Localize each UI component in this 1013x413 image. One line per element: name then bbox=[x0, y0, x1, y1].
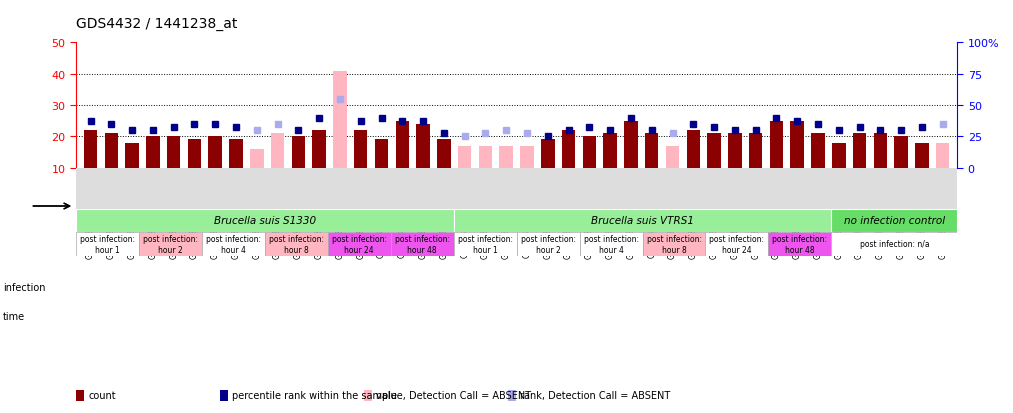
Bar bbox=[187, 140, 202, 168]
Bar bbox=[454, 209, 832, 233]
Bar bbox=[395, 121, 409, 168]
Text: rank, Detection Call = ABSENT: rank, Detection Call = ABSENT bbox=[520, 390, 670, 401]
Bar bbox=[499, 146, 513, 168]
Bar bbox=[270, 134, 285, 168]
Bar bbox=[811, 134, 825, 168]
Text: post infection:
hour 1: post infection: hour 1 bbox=[80, 235, 135, 254]
Bar bbox=[666, 146, 680, 168]
Text: time: time bbox=[3, 311, 25, 321]
Bar bbox=[853, 134, 866, 168]
Bar bbox=[582, 137, 596, 168]
Bar bbox=[832, 209, 957, 233]
Bar bbox=[604, 134, 617, 168]
Bar bbox=[76, 233, 139, 256]
Text: post infection:
hour 2: post infection: hour 2 bbox=[143, 235, 198, 254]
Text: post infection:
hour 2: post infection: hour 2 bbox=[521, 235, 575, 254]
Text: Brucella suis S1330: Brucella suis S1330 bbox=[214, 216, 316, 226]
Bar bbox=[769, 233, 832, 256]
Bar bbox=[229, 140, 243, 168]
Bar bbox=[790, 121, 804, 168]
Bar bbox=[312, 131, 326, 168]
Bar bbox=[104, 134, 119, 168]
Bar bbox=[705, 233, 769, 256]
Bar bbox=[416, 125, 430, 168]
Bar bbox=[832, 143, 846, 168]
Bar bbox=[438, 140, 451, 168]
Bar bbox=[562, 131, 575, 168]
Text: value, Detection Call = ABSENT: value, Detection Call = ABSENT bbox=[376, 390, 531, 401]
Text: Brucella suis VTRS1: Brucella suis VTRS1 bbox=[591, 216, 694, 226]
Bar bbox=[541, 140, 554, 168]
Bar bbox=[936, 143, 949, 168]
Bar bbox=[333, 71, 346, 168]
Bar bbox=[521, 146, 534, 168]
Text: GDS4432 / 1441238_at: GDS4432 / 1441238_at bbox=[76, 17, 237, 31]
Bar bbox=[202, 233, 264, 256]
Text: count: count bbox=[88, 390, 115, 401]
Text: post infection:
hour 48: post infection: hour 48 bbox=[772, 235, 828, 254]
Bar bbox=[645, 134, 658, 168]
Bar bbox=[167, 137, 180, 168]
Bar bbox=[375, 140, 388, 168]
Bar bbox=[749, 134, 763, 168]
Bar bbox=[770, 121, 783, 168]
Text: infection: infection bbox=[3, 282, 46, 292]
Bar bbox=[328, 233, 391, 256]
Text: no infection control: no infection control bbox=[844, 216, 945, 226]
Text: post infection:
hour 1: post infection: hour 1 bbox=[458, 235, 513, 254]
Bar bbox=[264, 233, 328, 256]
Text: post infection:
hour 8: post infection: hour 8 bbox=[268, 235, 324, 254]
Bar bbox=[728, 134, 742, 168]
Bar bbox=[458, 146, 471, 168]
Bar bbox=[126, 143, 139, 168]
Text: post infection:
hour 4: post infection: hour 4 bbox=[583, 235, 638, 254]
Text: post infection:
hour 8: post infection: hour 8 bbox=[646, 235, 702, 254]
Bar bbox=[84, 131, 97, 168]
Text: post infection:
hour 48: post infection: hour 48 bbox=[395, 235, 450, 254]
Bar bbox=[707, 134, 721, 168]
Text: post infection:
hour 4: post infection: hour 4 bbox=[206, 235, 261, 254]
Text: post infection:
hour 24: post infection: hour 24 bbox=[331, 235, 387, 254]
Bar bbox=[687, 131, 700, 168]
Bar bbox=[146, 137, 160, 168]
Bar bbox=[873, 134, 887, 168]
Bar bbox=[292, 137, 305, 168]
Bar bbox=[642, 233, 705, 256]
Bar bbox=[354, 131, 368, 168]
Text: post infection: n/a: post infection: n/a bbox=[859, 240, 929, 249]
Text: post infection:
hour 24: post infection: hour 24 bbox=[709, 235, 765, 254]
Bar bbox=[76, 209, 454, 233]
Bar bbox=[250, 150, 263, 168]
Bar bbox=[624, 121, 638, 168]
Bar bbox=[479, 146, 492, 168]
Bar bbox=[915, 143, 929, 168]
Bar bbox=[894, 137, 908, 168]
Bar bbox=[579, 233, 642, 256]
Bar bbox=[517, 233, 579, 256]
Text: percentile rank within the sample: percentile rank within the sample bbox=[232, 390, 397, 401]
Bar bbox=[832, 233, 957, 256]
Bar bbox=[139, 233, 202, 256]
Bar bbox=[209, 137, 222, 168]
Bar bbox=[391, 233, 454, 256]
Bar bbox=[454, 233, 517, 256]
